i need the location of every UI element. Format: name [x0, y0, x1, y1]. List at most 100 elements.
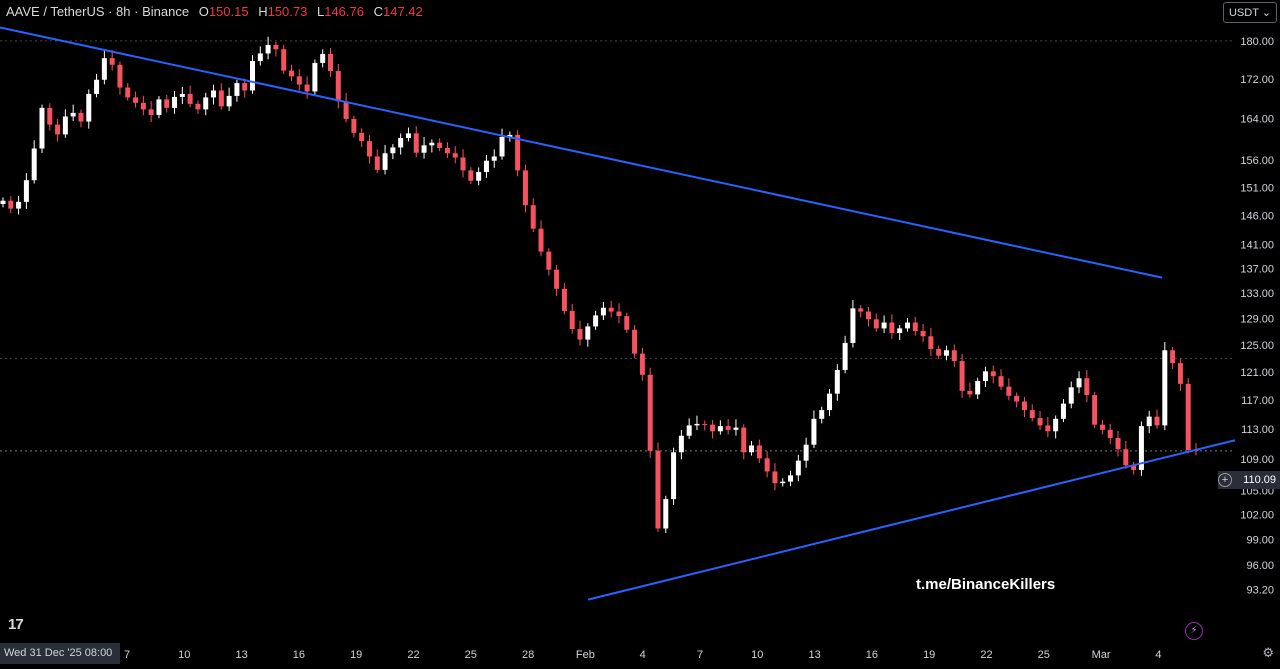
x-axis-tick-label: 16	[866, 649, 878, 661]
candle-body	[304, 84, 310, 92]
candle-body	[257, 53, 263, 62]
candle-body	[351, 118, 357, 133]
candle-body	[1060, 403, 1066, 419]
candle-body	[967, 390, 973, 395]
candle-body	[148, 109, 154, 115]
candle-body	[281, 49, 287, 71]
candle-body	[125, 87, 131, 98]
y-axis-tick-label: 121.00	[1240, 367, 1274, 379]
candle-body	[1123, 449, 1129, 466]
y-axis-tick-label: 137.00	[1240, 263, 1274, 275]
x-axis-tick-label: 4	[640, 649, 646, 661]
plus-circle-icon[interactable]: +	[1218, 473, 1232, 487]
candle-body	[0, 200, 6, 205]
y-axis-tick-label: 96.00	[1246, 560, 1274, 572]
candle-body	[982, 371, 988, 382]
candle-body	[655, 450, 661, 529]
x-axis-tick-label: 22	[407, 649, 419, 661]
candle-body	[1138, 426, 1144, 470]
candle-body	[756, 445, 762, 459]
x-axis-tick-label: 7	[124, 649, 130, 661]
candle-body	[86, 93, 92, 122]
candle-body	[320, 53, 326, 63]
candle-body	[593, 315, 599, 327]
candle-body	[920, 331, 926, 337]
x-axis-tick-label: Feb	[576, 649, 595, 661]
high-label: H	[258, 4, 268, 19]
candle-body	[366, 141, 372, 157]
candle-body	[289, 70, 295, 77]
chevron-down-icon: ⌄	[1261, 7, 1271, 19]
candle-body	[483, 160, 489, 173]
candle-body	[234, 83, 240, 96]
lightning-icon[interactable]: ⚡	[1185, 622, 1203, 640]
open-label: O	[198, 4, 209, 19]
candle-body	[468, 170, 474, 181]
candle-body	[577, 329, 583, 340]
candle-body	[421, 145, 427, 153]
x-axis-tick-label: 13	[235, 649, 247, 661]
candle-body	[78, 112, 84, 122]
candle-body	[710, 424, 716, 432]
candle-body	[242, 83, 248, 91]
candle-body	[671, 452, 677, 500]
candle-body	[452, 153, 458, 158]
y-axis-tick-label: 102.00	[1240, 509, 1274, 521]
candle-body	[943, 350, 949, 356]
candle-body	[600, 307, 606, 316]
trendline	[587, 439, 1236, 601]
candle-body	[1185, 383, 1191, 450]
candle-body	[936, 348, 942, 356]
candle-body	[172, 96, 178, 108]
candle-body	[834, 369, 840, 394]
tradingview-logo[interactable]: 17	[8, 616, 24, 633]
settings-gear-icon[interactable]: ⚙	[1262, 645, 1274, 660]
currency-dropdown[interactable]: USDT ⌄	[1222, 2, 1277, 23]
candle-body	[31, 148, 37, 181]
candle-body	[1115, 437, 1121, 450]
candle-body	[16, 201, 22, 209]
candle-body	[156, 99, 162, 115]
x-axis-tick-label: 10	[751, 649, 763, 661]
high-value: 150.73	[267, 4, 308, 19]
candle-body	[889, 322, 895, 333]
candle-body	[101, 58, 107, 80]
candle-body	[1014, 395, 1020, 402]
candle-body	[632, 329, 638, 354]
candle-body	[47, 107, 53, 125]
candle-body	[55, 124, 61, 135]
candle-body	[522, 170, 528, 206]
candle-body	[647, 374, 653, 451]
candle-body	[211, 90, 217, 98]
candle-body	[390, 147, 396, 154]
candle-body	[250, 61, 256, 91]
candle-body	[1177, 363, 1183, 384]
candle-body	[990, 371, 996, 377]
candle-body	[382, 153, 388, 170]
candle-body	[1084, 378, 1090, 396]
candle-body	[1107, 429, 1113, 438]
candle-body	[1162, 350, 1168, 426]
candle-body	[359, 132, 365, 142]
symbol-title[interactable]: AAVE / TetherUS · 8h · Binance	[6, 4, 190, 19]
candle-body	[881, 322, 887, 329]
candle-body	[959, 361, 965, 391]
y-axis-tick-label: 93.20	[1246, 585, 1274, 597]
candle-body	[312, 62, 318, 92]
candle-body	[624, 316, 630, 330]
x-axis-tick-label: 28	[522, 649, 534, 661]
candle-body	[39, 107, 45, 149]
y-axis-tick-label: 125.00	[1240, 340, 1274, 352]
candle-body	[265, 45, 271, 54]
candle-body	[476, 172, 482, 181]
candle-body	[858, 308, 864, 312]
candle-body	[335, 71, 341, 102]
candle-body	[374, 156, 380, 170]
candle-body	[795, 460, 801, 476]
low-label: L	[316, 4, 325, 19]
y-axis-tick-label: 133.00	[1240, 288, 1274, 300]
candle-body	[866, 311, 872, 320]
candle-body	[203, 97, 209, 110]
